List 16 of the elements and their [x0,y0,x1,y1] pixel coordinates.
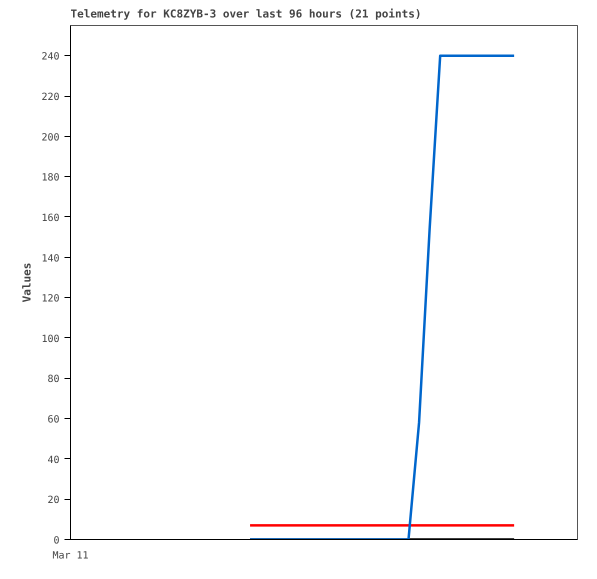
chart-title: Telemetry for KC8ZYB-3 over last 96 hours (21 points) [70,8,422,20]
y-tick-label: 100 [41,334,60,345]
y-tick-label: 180 [41,172,60,184]
y-tick-label: 140 [41,253,60,264]
y-axis-title: Values [20,262,34,302]
y-tick-label: 220 [41,92,60,104]
y-tick-label: 80 [47,374,60,386]
y-tick-label: 60 [47,414,60,426]
x-tick-label: Mar 11 [52,550,89,562]
y-tick-label: 40 [47,454,60,466]
y-tick-label: 200 [41,132,60,144]
y-tick-label: 0 [53,536,60,546]
y-tick-label: 240 [41,52,60,63]
y-tick-label: 20 [47,495,60,506]
y-tick-label: 160 [41,212,60,224]
y-tick-label: 120 [41,294,60,305]
